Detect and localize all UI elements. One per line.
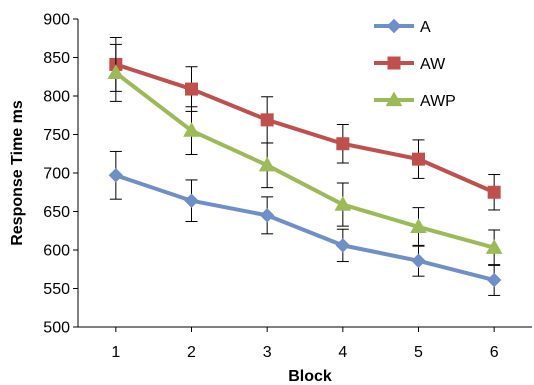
series-aw	[109, 36, 501, 211]
legend-marker	[385, 91, 403, 107]
x-tick-label: 6	[490, 344, 499, 361]
data-point	[184, 193, 199, 208]
y-tick-label: 700	[43, 166, 70, 183]
data-point	[259, 208, 275, 223]
x-axis-ticks: 1 2 3 4 5 6	[111, 327, 499, 361]
chart-legend: A AW AWP	[374, 18, 456, 110]
data-point	[487, 185, 501, 199]
data-point	[485, 239, 503, 254]
series-line	[115, 62, 495, 195]
legend-label: AWP	[420, 93, 456, 110]
data-point	[258, 156, 276, 172]
x-tick-label: 3	[263, 344, 272, 361]
data-point	[183, 122, 200, 137]
data-point	[108, 168, 124, 183]
x-tick-label: 1	[111, 344, 120, 361]
data-point	[334, 196, 352, 211]
data-point	[410, 218, 427, 234]
y-tick-label: 600	[43, 243, 70, 260]
y-axis-title: Response Time ms	[9, 100, 26, 246]
legend-item-a: A	[374, 18, 431, 36]
data-point	[260, 113, 274, 127]
chart-axes	[77, 19, 532, 328]
y-tick-label: 800	[43, 89, 70, 106]
y-axis-ticks: 500 550 600 650 700 750 800 850 900	[43, 12, 78, 337]
y-tick-label: 750	[43, 127, 70, 144]
data-point	[107, 64, 125, 80]
legend-item-aw: AW	[374, 56, 446, 73]
data-point	[335, 238, 351, 253]
x-axis-title: Block	[288, 368, 332, 385]
chart-series	[107, 36, 503, 296]
y-tick-label: 500	[43, 320, 70, 337]
y-tick-label: 550	[43, 281, 70, 298]
legend-item-awp: AWP	[374, 91, 456, 110]
series-a	[108, 150, 502, 296]
data-point	[336, 137, 350, 151]
y-tick-label: 650	[43, 204, 70, 221]
x-tick-label: 2	[187, 344, 196, 361]
data-point	[486, 272, 502, 288]
data-point	[412, 152, 425, 166]
x-tick-label: 4	[338, 344, 347, 361]
data-point	[411, 253, 426, 268]
legend-marker	[386, 18, 402, 34]
legend-label: AW	[420, 56, 446, 73]
y-tick-label: 850	[43, 50, 70, 67]
data-point	[185, 82, 198, 96]
legend-label: A	[420, 19, 431, 36]
series-awp	[107, 43, 503, 266]
series-line	[114, 71, 495, 250]
series-line	[115, 173, 495, 282]
x-tick-label: 5	[414, 344, 423, 361]
y-tick-label: 900	[43, 12, 70, 29]
legend-marker	[387, 56, 401, 70]
